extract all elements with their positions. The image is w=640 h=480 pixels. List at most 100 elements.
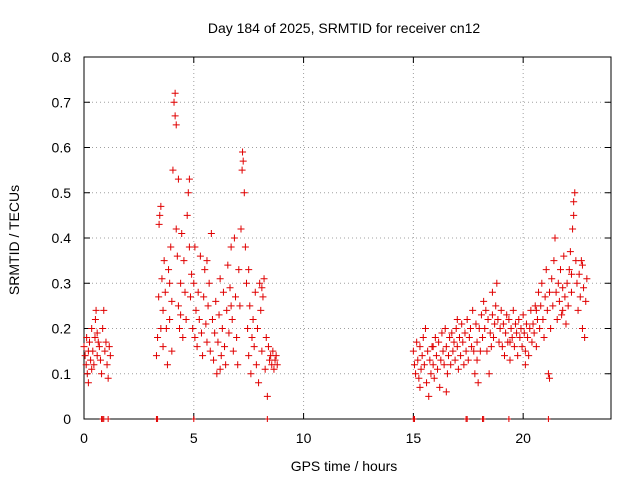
- data-point: [155, 293, 163, 301]
- data-point: [558, 311, 566, 319]
- data-point: [192, 306, 200, 314]
- data-point: [199, 352, 207, 360]
- data-point: [160, 257, 168, 265]
- data-point: [488, 311, 496, 319]
- data-point: [511, 320, 519, 328]
- data-point: [167, 243, 175, 251]
- data-point: [480, 297, 488, 305]
- data-point: [244, 325, 252, 332]
- data-point: [421, 325, 429, 332]
- data-point: [193, 343, 201, 351]
- data-point: [550, 257, 558, 265]
- data-point: [241, 243, 249, 251]
- data-point: [224, 261, 232, 269]
- data-point: [177, 311, 185, 319]
- data-point: [553, 315, 561, 323]
- data-point: [155, 220, 163, 228]
- data-point: [438, 329, 446, 337]
- data-point: [420, 361, 428, 369]
- data-point: [248, 334, 256, 342]
- data-point: [432, 352, 440, 360]
- data-point: [530, 329, 538, 337]
- x-tick-label: 15: [406, 430, 422, 446]
- data-point: [258, 347, 266, 355]
- data-point: [191, 334, 199, 342]
- data-point: [162, 325, 170, 332]
- data-point: [493, 279, 501, 287]
- data-point: [517, 325, 525, 332]
- data-point: [472, 320, 480, 328]
- data-point: [416, 343, 424, 351]
- data-point: [101, 347, 109, 355]
- data-points: [80, 89, 591, 400]
- data-point: [435, 338, 443, 346]
- data-point: [211, 329, 219, 337]
- data-point: [181, 288, 189, 296]
- data-point: [99, 325, 107, 332]
- data-point: [509, 306, 517, 314]
- data-point: [536, 325, 544, 332]
- data-point: [439, 347, 447, 355]
- data-point: [453, 343, 461, 351]
- data-point: [263, 392, 271, 400]
- data-point: [264, 343, 272, 351]
- data-point: [185, 175, 193, 183]
- data-point: [539, 315, 547, 323]
- y-tick-labels: 0 0.1 0.2 0.3 0.4 0.5 0.6 0.7 0.8: [52, 49, 72, 427]
- data-point: [171, 112, 179, 120]
- data-point: [219, 288, 227, 296]
- data-point: [104, 374, 112, 382]
- data-point: [484, 315, 492, 323]
- data-point: [226, 284, 234, 292]
- data-point: [194, 288, 202, 296]
- x-tick-labels: 0 5 10 15 20: [80, 430, 531, 446]
- data-point: [445, 352, 453, 360]
- data-point: [540, 334, 548, 342]
- data-point: [498, 343, 506, 351]
- data-point: [412, 370, 420, 378]
- data-point: [532, 343, 540, 351]
- data-point: [191, 243, 199, 251]
- data-point: [96, 356, 104, 364]
- data-point: [501, 352, 509, 360]
- data-point: [240, 189, 248, 197]
- data-point: [497, 306, 505, 314]
- data-point: [216, 365, 224, 373]
- data-point: [159, 306, 167, 314]
- data-point: [83, 370, 91, 378]
- data-point: [89, 347, 97, 355]
- data-point: [546, 374, 554, 382]
- data-point: [507, 325, 515, 332]
- zero-marker: [465, 416, 470, 422]
- data-point: [487, 343, 495, 351]
- zero-marker: [546, 416, 551, 422]
- data-point: [578, 325, 586, 332]
- data-point: [532, 306, 540, 314]
- data-point: [495, 338, 503, 346]
- data-point: [450, 338, 458, 346]
- data-point: [506, 338, 514, 346]
- data-point: [80, 343, 88, 351]
- data-point: [168, 347, 176, 355]
- data-point: [466, 325, 474, 332]
- data-point: [88, 365, 96, 373]
- data-point: [203, 338, 211, 346]
- data-point: [250, 343, 258, 351]
- data-point: [179, 334, 187, 342]
- data-point: [434, 365, 442, 373]
- data-point: [419, 334, 427, 342]
- data-point: [172, 121, 180, 129]
- data-point: [253, 325, 261, 332]
- data-point: [486, 329, 494, 337]
- zero-marker: [191, 416, 196, 422]
- data-point: [249, 315, 257, 323]
- data-point: [457, 352, 465, 360]
- data-point: [494, 315, 502, 323]
- data-point: [471, 370, 479, 378]
- plot-frame: [83, 56, 612, 420]
- data-point: [242, 279, 250, 287]
- data-point: [510, 343, 518, 351]
- data-point: [526, 325, 534, 332]
- data-point: [416, 383, 424, 391]
- data-point: [81, 352, 89, 360]
